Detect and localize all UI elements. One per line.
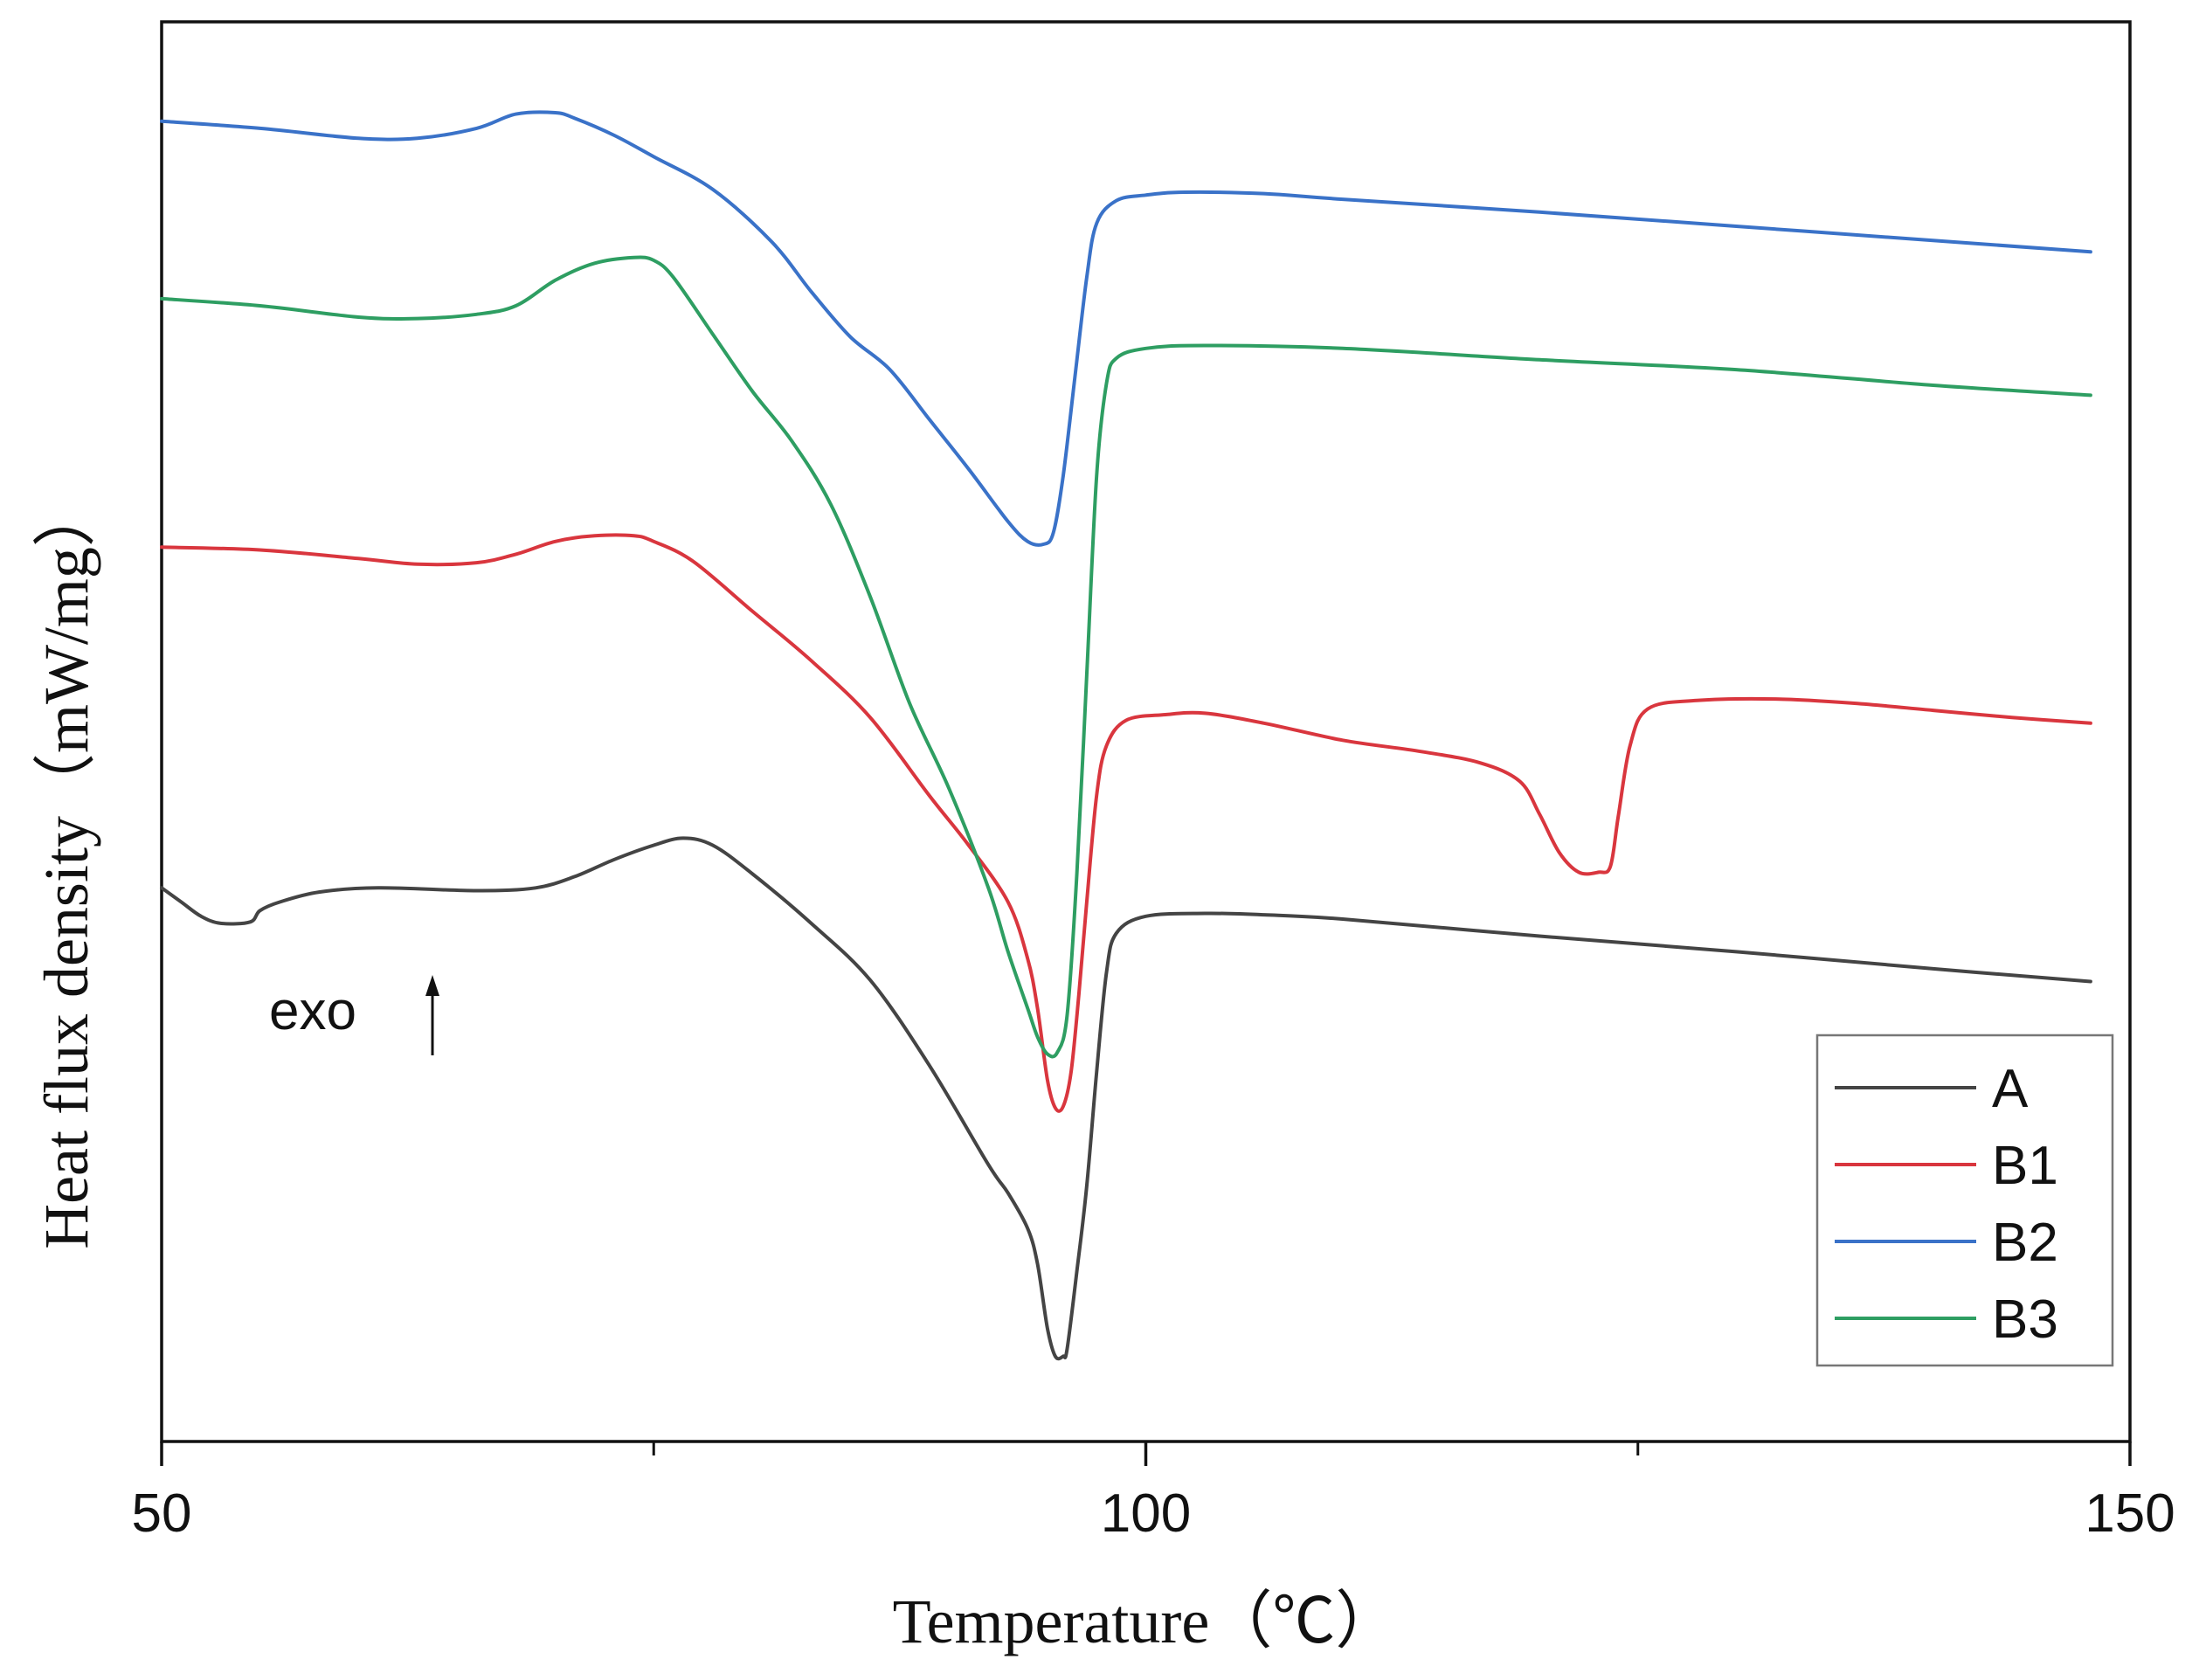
y-axis-title: Heat flux density（mW/mg） [31, 484, 101, 1249]
series-line-b2 [160, 110, 2092, 547]
x-tick-label: 50 [132, 1483, 192, 1544]
exo-arrow-head-icon [425, 975, 439, 996]
x-tick-label: 100 [1101, 1483, 1191, 1544]
legend-box [1815, 1034, 2114, 1367]
x-axis-title: Temperature（℃） [893, 1587, 1399, 1656]
series-line-b1 [160, 533, 2092, 1113]
legend-label-b2: B2 [1992, 1213, 2058, 1273]
series-line-a [160, 836, 2092, 1361]
exo-annotation: exo [269, 975, 439, 1055]
exo-label: exo [269, 981, 356, 1041]
x-tick-label: 150 [2085, 1483, 2175, 1544]
x-axis-ticks: 50 100 150 [132, 1441, 2175, 1544]
legend-label-b3: B3 [1992, 1289, 2058, 1350]
series-line-b3 [160, 255, 2092, 1059]
series-lines [160, 110, 2092, 1361]
legend-label-b1: B1 [1992, 1136, 2058, 1196]
legend: A B1 B2 B3 [1815, 1034, 2114, 1367]
legend-label-a: A [1992, 1059, 2029, 1119]
